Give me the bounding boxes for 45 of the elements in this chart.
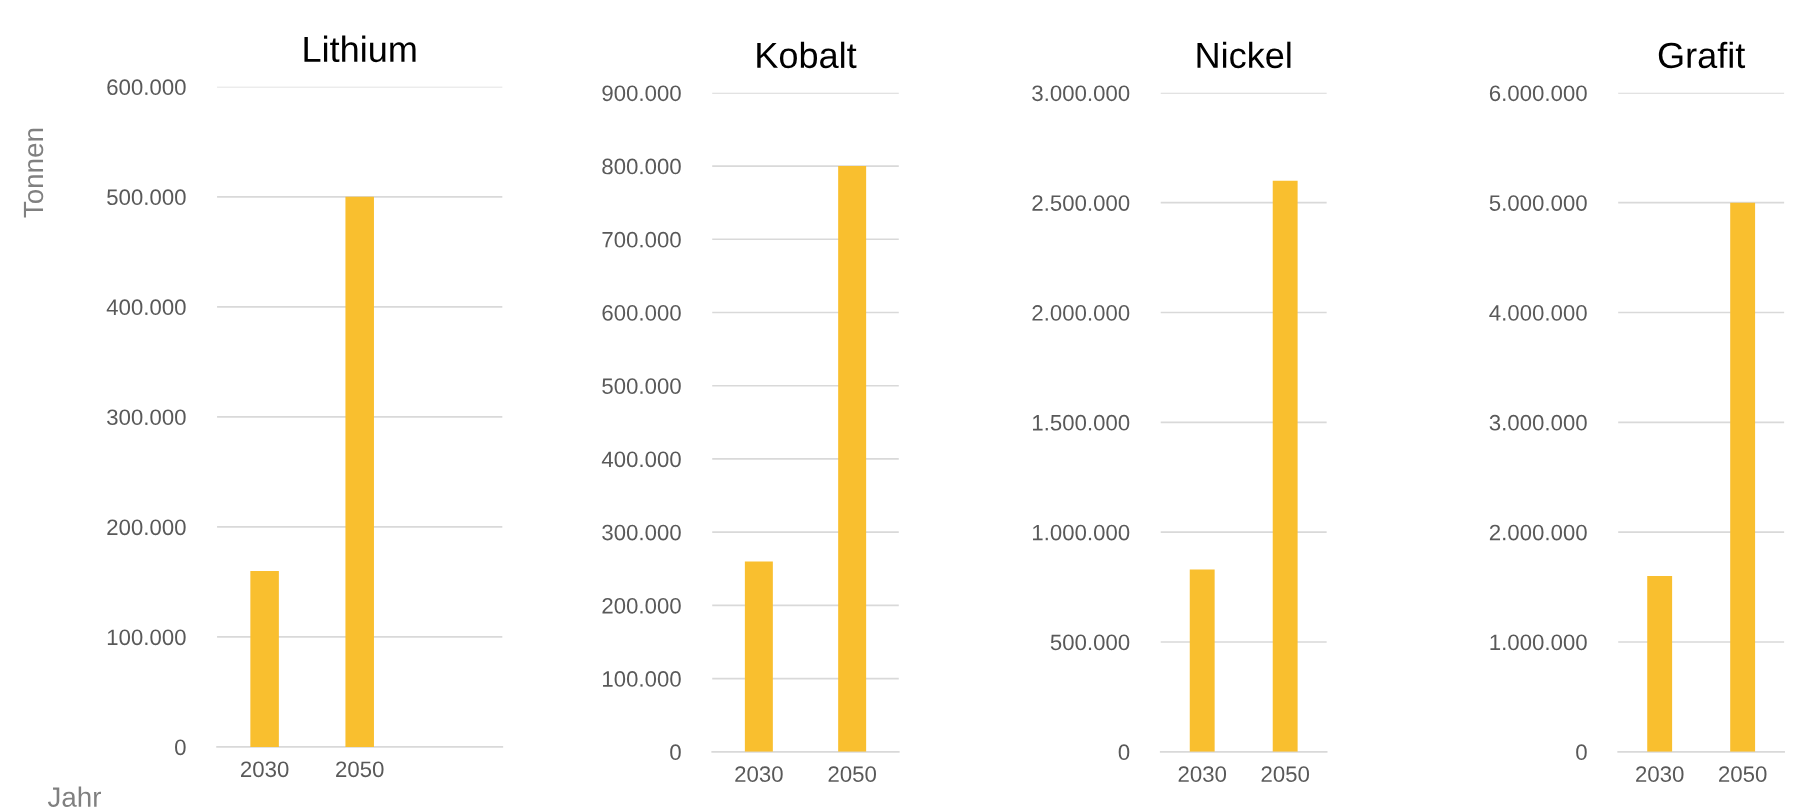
y-tick-label: 3.000.000: [1489, 414, 1587, 431]
y-tick-label: 2.500.000: [1032, 195, 1130, 211]
x-tick-label: 2030: [1636, 766, 1684, 783]
x-tick-label: 2050: [1261, 766, 1310, 783]
x-tick-label: 2050: [828, 766, 876, 783]
y-axis-title: Tonnen: [23, 128, 44, 218]
y-tick-label: 800.000: [602, 158, 681, 175]
x-axis-title: Jahr: [47, 786, 102, 807]
y-tick-label: 1.500.000: [1033, 414, 1130, 431]
y-tick-label: 3.000.000: [1032, 85, 1130, 102]
y-tick-label: 1.000.000: [1490, 634, 1587, 651]
y-tick-label: 200.000: [602, 597, 681, 614]
y-tick-label: 1.000.000: [1033, 524, 1130, 541]
y-tick-label: 600.000: [107, 79, 186, 96]
y-tick-label: 2.000.000: [1489, 524, 1587, 541]
x-tick-label: 2050: [336, 761, 384, 778]
y-tick-label: 700.000: [602, 231, 681, 248]
y-tick-label: 200.000: [107, 519, 186, 536]
y-tick-label: 6.000.000: [1489, 85, 1587, 102]
x-tick-label: 2030: [1178, 766, 1227, 783]
y-tick-label: 300.000: [602, 524, 681, 541]
y-tick-label: 500.000: [1050, 634, 1130, 651]
x-tick-label: 2030: [735, 766, 783, 783]
y-tick-label: 0: [175, 739, 186, 756]
y-tick-label: 2.000.000: [1032, 305, 1130, 321]
y-tick-label: 900.000: [602, 85, 681, 102]
y-tick-label: 500.000: [602, 378, 681, 394]
y-tick-label: 0: [1576, 744, 1587, 761]
y-tick-label: 4.000.000: [1489, 305, 1587, 321]
x-tick-label: 2030: [241, 761, 289, 778]
y-tick-label: 400.000: [106, 299, 186, 316]
y-tick-label: 400.000: [601, 451, 681, 468]
y-tick-label: 0: [1118, 744, 1130, 761]
chart-title: Nickel: [1197, 41, 1291, 69]
x-tick-label: 2050: [1719, 766, 1767, 783]
chart-title: Lithium: [304, 35, 416, 63]
y-tick-label: 600.000: [602, 305, 681, 321]
y-tick-label: 300.000: [107, 409, 186, 426]
chart-title: Kobalt: [757, 41, 857, 69]
y-tick-label: 500.000: [107, 189, 186, 206]
y-tick-label: 100.000: [603, 671, 681, 687]
y-tick-label: 0: [670, 744, 681, 761]
y-tick-label: 5.000.000: [1489, 195, 1587, 211]
chart-title: Grafit: [1658, 41, 1746, 69]
y-tick-label: 100.000: [107, 629, 186, 646]
